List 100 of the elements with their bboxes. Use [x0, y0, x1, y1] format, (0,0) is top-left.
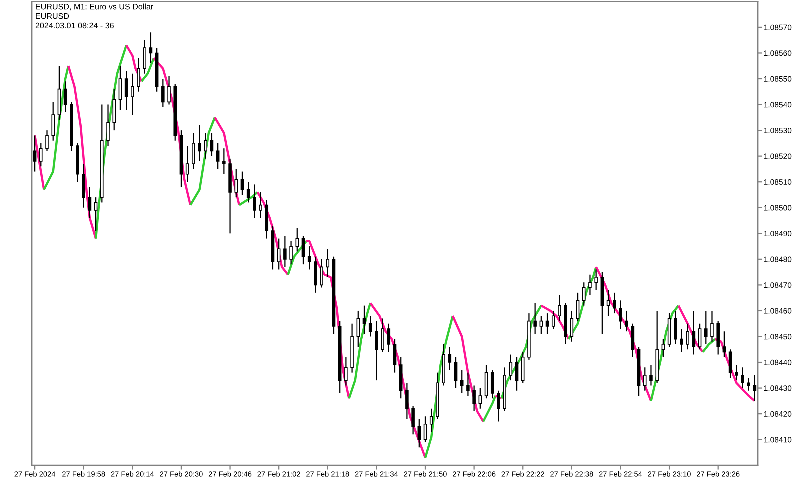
line-series — [568, 266, 598, 340]
candlestick — [515, 356, 519, 392]
candlestick — [118, 66, 122, 110]
candlestick — [424, 416, 428, 443]
candlestick — [686, 323, 690, 350]
candlestick — [259, 192, 262, 219]
candlestick — [704, 310, 708, 346]
candlestick — [576, 292, 580, 322]
candlestick — [64, 81, 68, 114]
candlestick — [540, 316, 544, 335]
candlestick — [728, 349, 732, 379]
candlestick — [478, 388, 482, 410]
candlestick — [302, 236, 306, 266]
line-series — [500, 304, 543, 400]
line-series — [714, 338, 756, 402]
line-series — [190, 116, 216, 206]
candlestick — [625, 310, 628, 332]
candlestick — [131, 73, 134, 116]
candlestick — [430, 408, 434, 433]
candlestick — [460, 370, 464, 394]
candlestick — [662, 338, 666, 358]
candlestick — [284, 236, 287, 268]
candlestick — [650, 364, 653, 386]
candlestick — [387, 323, 391, 353]
candlestick — [33, 135, 37, 172]
candlestick — [472, 385, 476, 412]
candlestick — [368, 316, 372, 338]
candlestick — [484, 364, 488, 400]
candlestick — [692, 310, 696, 356]
line-series — [595, 266, 652, 402]
candlestick — [40, 142, 43, 168]
chart-title: EURUSD, M1: Euro vs US Dollar — [36, 4, 154, 11]
candlestick — [521, 352, 525, 384]
candlestick — [674, 310, 678, 346]
line-series — [94, 44, 128, 240]
candlestick — [106, 104, 110, 147]
candlestick — [710, 310, 714, 342]
candlestick — [570, 310, 574, 342]
line-series — [369, 302, 427, 459]
line-series — [125, 44, 143, 83]
candlestick — [753, 374, 757, 402]
candlestick — [82, 164, 86, 208]
line-series — [424, 315, 454, 459]
candlestick — [290, 240, 293, 266]
candlestick — [612, 292, 616, 314]
candlestick — [326, 248, 330, 278]
line-series — [348, 302, 372, 400]
text: EURUSD — [36, 13, 70, 20]
candlestick — [253, 184, 256, 219]
candlestick — [168, 76, 171, 106]
candlestick — [546, 312, 550, 335]
candlestick — [143, 40, 147, 74]
candlestick — [393, 338, 397, 374]
candlestick — [375, 320, 378, 382]
candlestick — [320, 258, 324, 288]
candlestick — [277, 238, 281, 270]
line-series — [678, 304, 704, 354]
candlestick — [52, 102, 55, 142]
candlestick — [149, 32, 153, 64]
candlestick — [234, 168, 238, 198]
line-series — [305, 240, 350, 400]
candlestick — [210, 132, 214, 157]
candlestick — [308, 246, 312, 270]
candlestick — [356, 310, 360, 348]
candlestick — [162, 78, 165, 108]
candlestick — [124, 70, 128, 110]
candlestick — [362, 305, 366, 335]
candlestick — [582, 282, 586, 306]
candlestick — [741, 367, 744, 389]
line-series — [43, 65, 70, 191]
line-series — [452, 315, 485, 423]
candlestick — [94, 197, 98, 232]
candlestick — [558, 294, 562, 322]
candlestick — [88, 186, 92, 219]
candlestick — [490, 370, 494, 400]
candlestick — [722, 331, 726, 358]
candlestick — [137, 58, 140, 92]
candlestick — [606, 290, 610, 317]
candlestick — [246, 182, 250, 204]
candlestick — [216, 142, 220, 170]
candlestick — [454, 356, 458, 389]
candlestick — [46, 130, 49, 152]
candlestick — [198, 124, 202, 162]
candlestick — [534, 302, 537, 335]
candlestick — [466, 372, 470, 397]
candlestick — [631, 323, 635, 358]
candlestick — [643, 367, 647, 392]
candlestick — [680, 328, 684, 353]
candlestick — [747, 377, 750, 392]
candlestick — [381, 318, 384, 353]
candlestick — [406, 382, 409, 420]
candlestick — [448, 346, 452, 371]
annotation: 2024.03.01 08:24 - 36 — [36, 22, 114, 29]
candlestick — [112, 88, 116, 132]
line-series — [67, 65, 98, 240]
candlestick — [698, 323, 702, 350]
candlestick — [192, 132, 196, 170]
candlestick — [412, 406, 415, 436]
candlestick — [509, 354, 513, 382]
candlestick — [314, 256, 318, 294]
